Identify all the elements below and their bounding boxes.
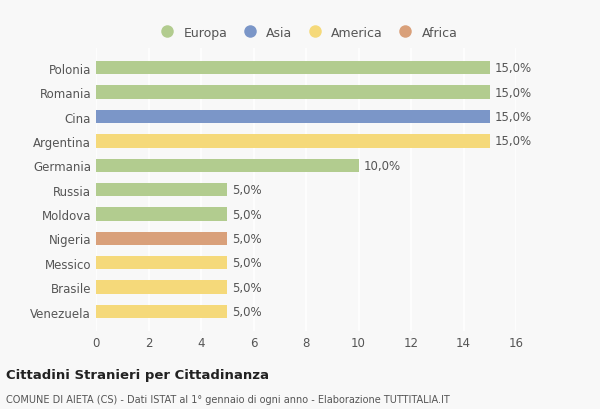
Text: 15,0%: 15,0%: [495, 86, 532, 99]
Bar: [96, 184, 227, 197]
Bar: [96, 281, 227, 294]
Text: 5,0%: 5,0%: [233, 281, 262, 294]
Text: 5,0%: 5,0%: [233, 257, 262, 270]
Text: Cittadini Stranieri per Cittadinanza: Cittadini Stranieri per Cittadinanza: [6, 369, 269, 381]
Bar: [96, 232, 227, 245]
Bar: [96, 159, 359, 173]
Bar: [96, 110, 490, 124]
Bar: [96, 86, 490, 100]
Bar: [96, 62, 490, 75]
Bar: [96, 208, 227, 221]
Text: 5,0%: 5,0%: [233, 184, 262, 197]
Text: 15,0%: 15,0%: [495, 135, 532, 148]
Text: 15,0%: 15,0%: [495, 62, 532, 75]
Text: 15,0%: 15,0%: [495, 111, 532, 124]
Text: 5,0%: 5,0%: [233, 232, 262, 245]
Text: 5,0%: 5,0%: [233, 305, 262, 318]
Text: COMUNE DI AIETA (CS) - Dati ISTAT al 1° gennaio di ogni anno - Elaborazione TUTT: COMUNE DI AIETA (CS) - Dati ISTAT al 1° …: [6, 393, 450, 404]
Bar: [96, 256, 227, 270]
Text: 10,0%: 10,0%: [364, 160, 401, 172]
Bar: [96, 305, 227, 319]
Legend: Europa, Asia, America, Africa: Europa, Asia, America, Africa: [149, 21, 463, 45]
Bar: [96, 135, 490, 148]
Text: 5,0%: 5,0%: [233, 208, 262, 221]
